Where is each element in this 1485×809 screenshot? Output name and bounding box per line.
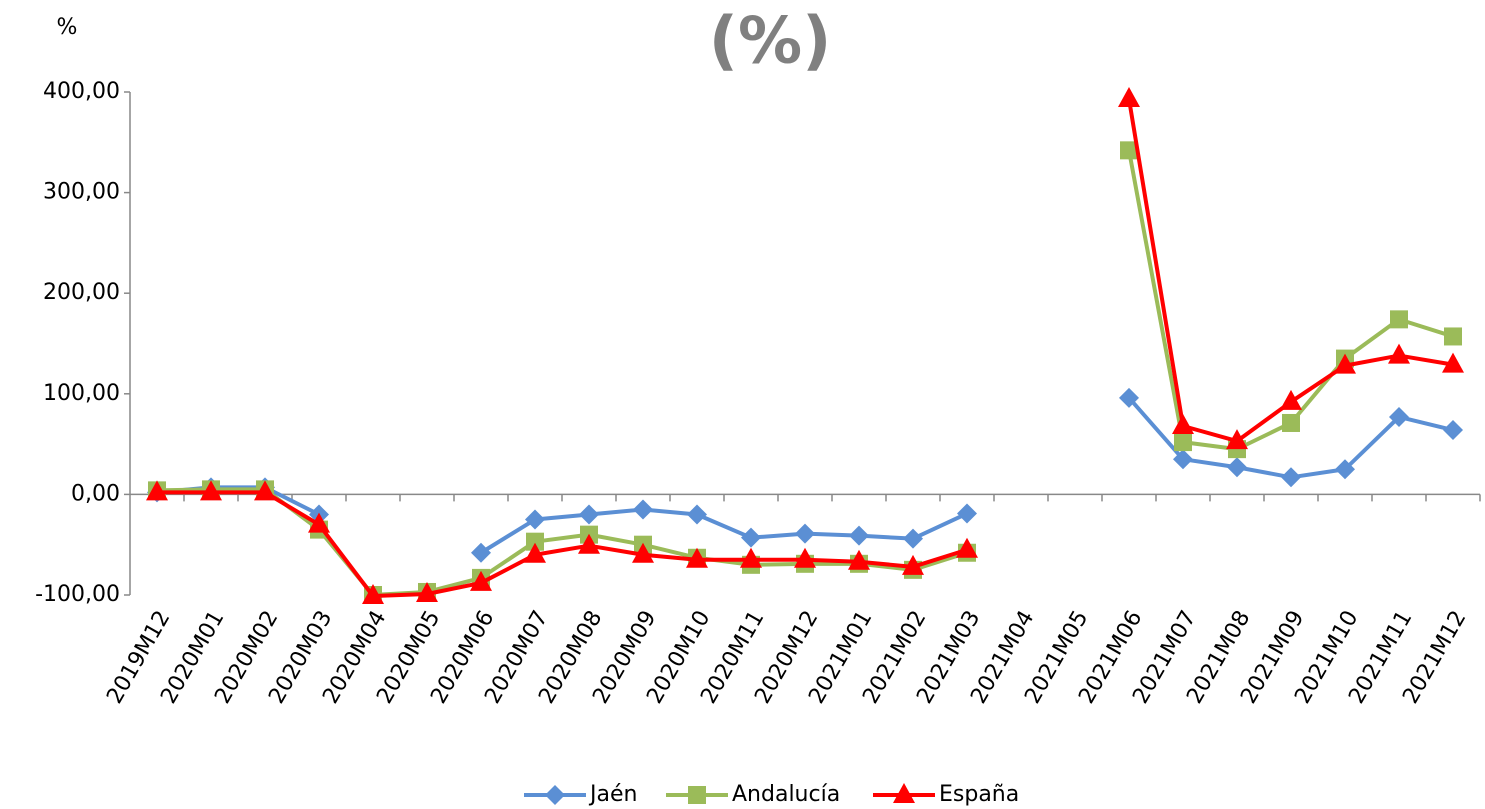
legend-item: España: [873, 782, 1019, 807]
legend-item: Andalucía: [666, 782, 840, 807]
marker: [470, 570, 492, 591]
marker: [687, 504, 707, 525]
y-tick-label: 300,00: [43, 180, 120, 205]
marker: [1226, 429, 1248, 450]
marker: [1280, 389, 1302, 410]
chart-title: (%): [709, 5, 832, 79]
marker: [740, 547, 762, 568]
marker: [1282, 413, 1300, 432]
marker: [1227, 457, 1247, 478]
y-tick-label: 100,00: [43, 381, 120, 406]
marker: [471, 542, 491, 563]
marker: [1335, 459, 1355, 480]
marker: [524, 542, 546, 563]
marker: [308, 512, 330, 533]
legend-label: España: [939, 782, 1019, 807]
marker: [902, 554, 924, 575]
marker: [578, 533, 600, 554]
marker: [526, 532, 544, 551]
marker: [956, 537, 978, 558]
marker: [795, 523, 815, 544]
marker: [525, 509, 545, 530]
marker: [1118, 87, 1140, 108]
marker: [741, 527, 761, 548]
marker: [1388, 343, 1410, 364]
marker: [957, 503, 977, 524]
marker: [686, 547, 708, 568]
marker: [794, 547, 816, 568]
marker: [1173, 449, 1193, 470]
marker: [545, 785, 565, 805]
marker: [416, 581, 438, 602]
marker: [200, 480, 222, 501]
y-tick-label: 400,00: [43, 79, 120, 104]
y-tick-label: -100,00: [35, 582, 120, 607]
marker: [632, 542, 654, 563]
marker: [1389, 406, 1409, 427]
y-tick-label: 200,00: [43, 280, 120, 305]
y-axis-label: %: [57, 15, 78, 40]
marker: [1334, 353, 1356, 374]
legend-label: Andalucía: [732, 782, 840, 807]
legend-item: Jaén: [524, 782, 637, 807]
marker: [254, 480, 276, 501]
marker: [1174, 433, 1192, 452]
marker: [1390, 310, 1408, 329]
marker: [893, 783, 915, 803]
marker: [903, 528, 923, 549]
legend-label: Jaén: [588, 782, 637, 807]
marker: [362, 584, 384, 605]
marker: [1444, 327, 1462, 346]
marker: [633, 499, 653, 520]
series-line: [157, 98, 1454, 599]
marker: [579, 504, 599, 525]
marker: [1120, 141, 1138, 160]
marker: [1442, 352, 1464, 373]
marker: [146, 480, 168, 501]
marker: [1443, 420, 1463, 441]
y-tick-label: 0,00: [71, 481, 120, 506]
marker: [1119, 387, 1139, 408]
marker: [848, 549, 870, 570]
marker: [1172, 413, 1194, 434]
marker: [1281, 467, 1301, 488]
marker: [688, 786, 706, 804]
marker: [849, 525, 869, 546]
